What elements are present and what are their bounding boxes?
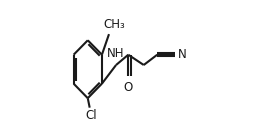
Text: Cl: Cl (85, 109, 97, 122)
Text: N: N (178, 48, 186, 61)
Text: NH: NH (107, 47, 125, 60)
Text: O: O (124, 81, 133, 94)
Text: CH₃: CH₃ (103, 18, 125, 31)
